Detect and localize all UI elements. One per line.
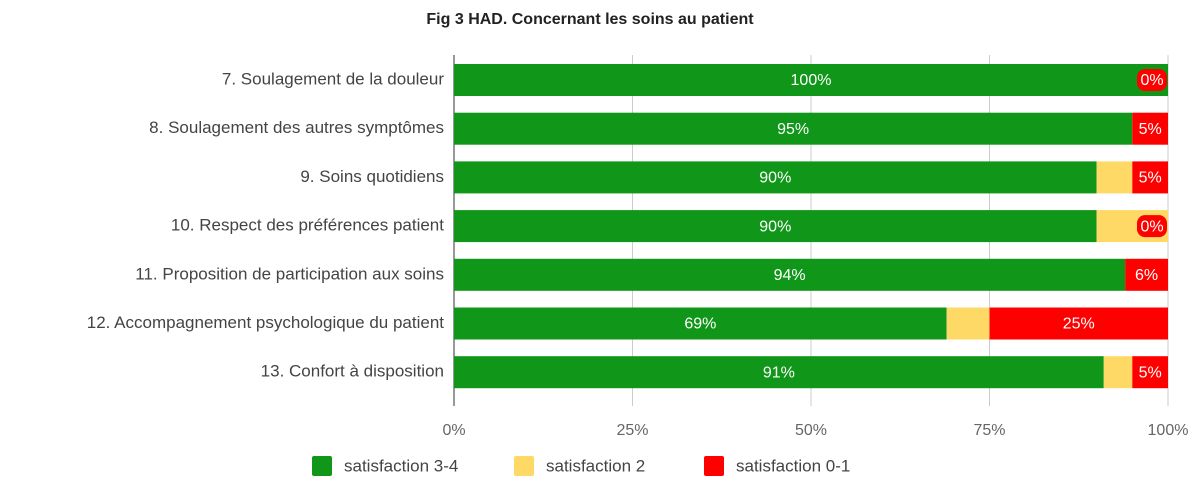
legend-label: satisfaction 3-4	[344, 456, 458, 475]
bar-segment	[454, 307, 947, 340]
value-label-group: 0%	[1137, 69, 1167, 91]
value-label-group: 5%	[1135, 166, 1166, 189]
value-label: 90%	[759, 218, 791, 235]
value-label: 5%	[1139, 364, 1162, 381]
x-tick-label: 100%	[1148, 422, 1189, 439]
bar-segment	[454, 258, 1126, 291]
legend-label: satisfaction 2	[546, 456, 645, 475]
category-label: 11. Proposition de participation aux soi…	[135, 264, 444, 283]
bar-segment	[454, 64, 1168, 96]
value-label-group: 0%	[1137, 215, 1167, 238]
x-tick-label: 25%	[616, 422, 648, 439]
x-tick-label: 0%	[442, 422, 465, 439]
bar-segment	[946, 307, 990, 340]
value-label-bg	[1131, 263, 1162, 286]
category-label: 10. Respect des préférences patient	[171, 216, 444, 235]
value-label: 69%	[684, 316, 716, 333]
category-label: 8. Soulagement des autres symptômes	[149, 118, 444, 137]
x-tick-label: 50%	[795, 422, 827, 439]
value-label-bg	[1063, 312, 1094, 335]
legend-label: satisfaction 0-1	[736, 456, 850, 475]
legend-swatch	[312, 456, 332, 476]
value-label: 91%	[763, 364, 795, 381]
bar-segment	[454, 112, 1133, 145]
value-label: 95%	[777, 121, 809, 138]
value-label: 0%	[1140, 218, 1163, 235]
legend-swatch	[514, 456, 534, 476]
bar-segment	[454, 210, 1097, 243]
value-label-bg	[1135, 117, 1166, 140]
bar-segment	[454, 356, 1104, 389]
category-label: 13. Confort à disposition	[261, 362, 444, 381]
value-label-group: 5%	[1135, 117, 1166, 140]
category-label: 9. Soins quotidiens	[300, 167, 444, 186]
value-label: 5%	[1139, 170, 1162, 187]
value-label: 5%	[1139, 121, 1162, 138]
value-label-group: 25%	[1063, 312, 1095, 335]
value-label: 25%	[1063, 316, 1095, 333]
value-label-bg	[1137, 69, 1167, 91]
bar-segment	[1103, 356, 1133, 389]
bar-segment	[1096, 161, 1133, 194]
value-label-group: 5%	[1135, 361, 1166, 384]
value-label-bg	[1137, 215, 1167, 238]
category-label: 7. Soulagement de la douleur	[222, 69, 444, 88]
x-tick-label: 75%	[973, 422, 1005, 439]
value-label: 94%	[774, 267, 806, 284]
value-label-bg	[1135, 361, 1166, 384]
category-label: 12. Accompagnement psychologique du pati…	[87, 313, 445, 332]
value-label: 90%	[759, 170, 791, 187]
legend-swatch	[704, 456, 724, 476]
bar-segment	[454, 161, 1097, 194]
value-label-group: 6%	[1131, 263, 1162, 286]
value-label: 0%	[1140, 72, 1163, 89]
value-label: 6%	[1135, 267, 1158, 284]
value-label-bg	[1135, 166, 1166, 189]
chart-title: Fig 3 HAD. Concernant les soins au patie…	[426, 11, 754, 28]
value-label: 100%	[791, 72, 832, 89]
